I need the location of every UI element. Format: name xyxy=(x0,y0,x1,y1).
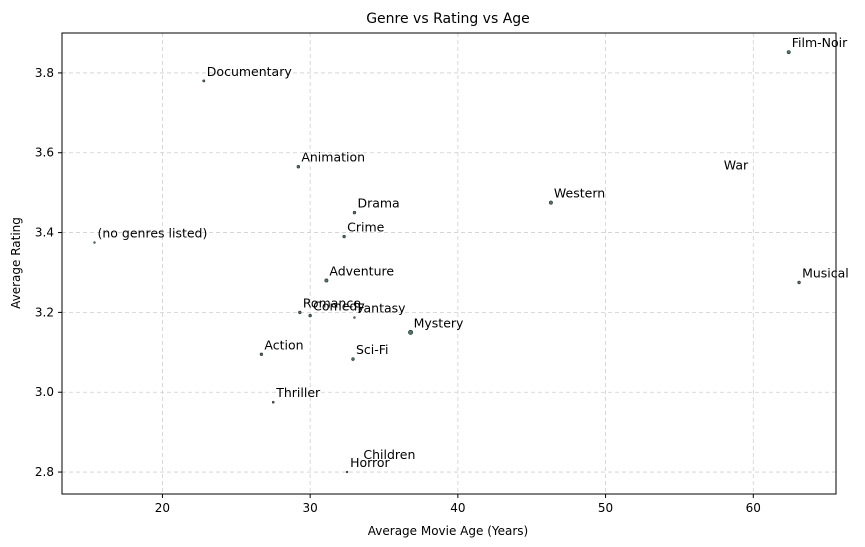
data-point-label: Action xyxy=(264,337,303,352)
data-point-label: Crime xyxy=(347,220,385,235)
data-point-label: Romance xyxy=(303,295,361,310)
data-point-label: Comedy xyxy=(313,299,365,314)
data-point-label: Drama xyxy=(357,196,399,211)
data-point xyxy=(786,50,791,55)
data-point-label: Animation xyxy=(301,150,365,165)
data-point xyxy=(298,310,302,315)
data-point-label: Western xyxy=(554,186,605,201)
x-tick-label: 60 xyxy=(746,501,761,515)
data-point-label: Mystery xyxy=(414,315,464,330)
data-point-label: Musical xyxy=(802,265,849,280)
x-tick-label: 40 xyxy=(450,501,465,515)
data-point xyxy=(324,278,329,283)
data-point xyxy=(271,400,275,404)
y-tick-label: 3.4 xyxy=(35,226,54,240)
data-point xyxy=(93,241,96,244)
axis-ticks: 20 30 40 50 60 2.8 3.0 3.2 3.4 3.6 3.8 xyxy=(35,66,761,515)
x-axis-label: Average Movie Age (Years) xyxy=(368,524,528,538)
data-point xyxy=(259,352,264,356)
grid-lines xyxy=(62,33,836,494)
data-point xyxy=(342,234,346,239)
data-point xyxy=(408,329,414,335)
data-points: Film-Noir Documentary Animation War Western D… xyxy=(93,35,849,474)
y-tick-label: 3.8 xyxy=(35,66,54,80)
data-point-label: War xyxy=(724,158,749,173)
y-tick-label: 3.6 xyxy=(35,146,54,160)
data-point xyxy=(202,79,206,83)
x-tick-label: 30 xyxy=(303,501,318,515)
x-tick-label: 50 xyxy=(598,501,613,515)
y-tick-label: 3.0 xyxy=(35,385,54,399)
data-point xyxy=(351,357,355,361)
data-point-label: Documentary xyxy=(207,64,293,79)
data-point xyxy=(345,470,349,474)
data-point-label: Children xyxy=(363,447,415,462)
data-point xyxy=(296,165,301,169)
data-point-label: Sci-Fi xyxy=(356,342,389,357)
chart-title: Genre vs Rating vs Age xyxy=(366,11,530,27)
y-axis-label: Average Rating xyxy=(9,217,23,309)
plot-area xyxy=(61,32,837,495)
x-tick-label: 20 xyxy=(155,501,170,515)
data-point xyxy=(548,200,553,205)
data-point xyxy=(352,210,357,215)
data-point xyxy=(797,280,801,285)
data-point-label: Adventure xyxy=(329,263,394,278)
data-point-label: Thriller xyxy=(275,385,321,400)
data-point-label: Film-Noir xyxy=(792,35,848,50)
y-tick-label: 2.8 xyxy=(35,465,54,479)
data-point-label: Fantasy xyxy=(357,301,406,316)
data-point-label: (no genres listed) xyxy=(97,226,207,241)
data-point-label: Horror xyxy=(350,455,390,470)
y-tick-label: 3.2 xyxy=(35,305,54,319)
data-point xyxy=(353,316,356,319)
data-point xyxy=(308,313,312,318)
